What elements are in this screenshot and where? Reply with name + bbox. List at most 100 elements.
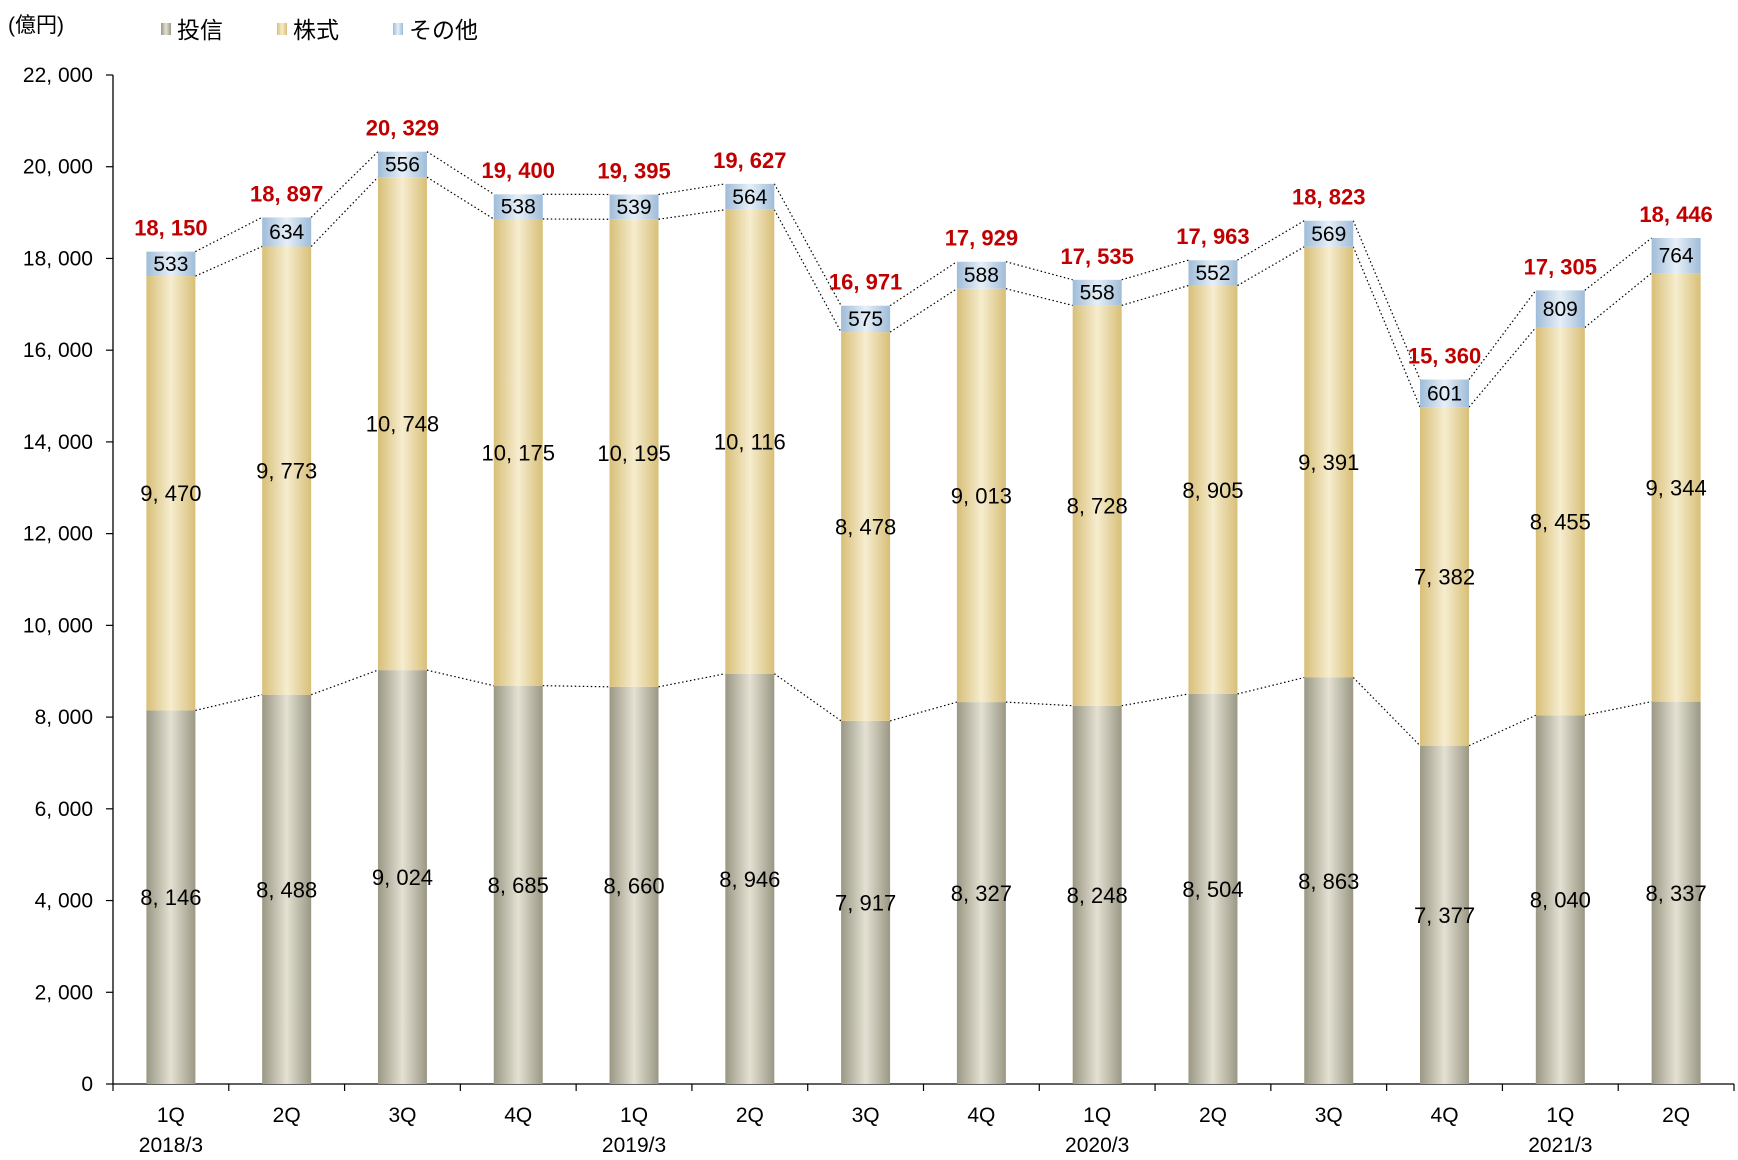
legend-swatch-sonota bbox=[393, 23, 403, 35]
segment-label-sonota: 634 bbox=[269, 221, 304, 244]
bar-segment-sonota bbox=[1072, 279, 1122, 306]
total-label: 18, 823 bbox=[1292, 185, 1365, 210]
segment-label-sonota: 539 bbox=[617, 196, 652, 219]
bar-segment-sonota bbox=[725, 183, 775, 210]
connector-line bbox=[1121, 693, 1189, 707]
x-tick-label: 1Q bbox=[1083, 1104, 1111, 1127]
segment-label-toushin: 8, 660 bbox=[603, 873, 664, 898]
segment-label-kabushiki: 8, 905 bbox=[1182, 478, 1243, 503]
connector-line bbox=[1468, 327, 1537, 408]
total-label: 19, 395 bbox=[597, 158, 670, 183]
segment-label-sonota: 552 bbox=[1195, 262, 1230, 285]
segment-label-toushin: 8, 248 bbox=[1067, 883, 1128, 908]
connector-line bbox=[1584, 272, 1652, 328]
connector-line bbox=[1237, 220, 1305, 261]
connector-line bbox=[1237, 676, 1305, 695]
bar-segment-toushin bbox=[725, 673, 775, 1084]
x-year-label: 2020/3 bbox=[1065, 1134, 1129, 1157]
connector-line bbox=[1237, 246, 1305, 287]
bar-segment-kabushiki bbox=[1304, 246, 1354, 678]
segment-label-toushin: 8, 337 bbox=[1646, 881, 1707, 906]
segment-label-toushin: 8, 946 bbox=[719, 867, 780, 892]
bar-segment-sonota bbox=[1535, 290, 1585, 328]
bar-segment-sonota bbox=[956, 261, 1006, 289]
bar-segment-kabushiki bbox=[262, 246, 312, 695]
y-tick-label: 8, 000 bbox=[35, 706, 93, 729]
bar-segment-sonota bbox=[841, 305, 891, 333]
connector-line bbox=[195, 694, 263, 711]
connector-line bbox=[542, 685, 610, 688]
bar-segment-kabushiki bbox=[1072, 305, 1122, 706]
bar-segment-toushin bbox=[493, 685, 543, 1084]
segment-label-toushin: 8, 040 bbox=[1530, 888, 1591, 913]
connector-line bbox=[310, 669, 379, 696]
connector-line bbox=[195, 245, 263, 277]
segment-label-kabushiki: 9, 344 bbox=[1646, 475, 1707, 500]
legend-label-toushin: 投信 bbox=[177, 17, 223, 43]
total-label: 17, 305 bbox=[1524, 254, 1597, 279]
connector-line bbox=[773, 673, 842, 722]
segment-label-kabushiki: 8, 728 bbox=[1067, 494, 1128, 519]
x-tick-label: 1Q bbox=[620, 1104, 648, 1127]
bar-segment-toushin bbox=[1420, 745, 1470, 1084]
total-label: 17, 963 bbox=[1176, 224, 1249, 249]
x-tick-label: 2Q bbox=[1199, 1104, 1227, 1127]
legend-swatch-toushin bbox=[161, 23, 171, 35]
segment-label-sonota: 601 bbox=[1427, 382, 1462, 405]
segment-label-kabushiki: 9, 013 bbox=[951, 483, 1012, 508]
connector-line bbox=[1468, 289, 1537, 380]
x-tick-label: 1Q bbox=[157, 1104, 185, 1127]
bar-segment-toushin bbox=[1304, 677, 1354, 1084]
connector-line bbox=[426, 151, 495, 195]
bar-segment-toushin bbox=[609, 686, 659, 1084]
bar-segment-sonota bbox=[146, 251, 196, 277]
x-year-label: 2018/3 bbox=[139, 1134, 203, 1157]
segment-label-sonota: 533 bbox=[153, 253, 188, 276]
x-tick-label: 2Q bbox=[1662, 1104, 1690, 1127]
total-label: 15, 360 bbox=[1408, 344, 1481, 369]
segment-label-sonota: 764 bbox=[1659, 245, 1694, 268]
y-tick-label: 14, 000 bbox=[23, 431, 93, 454]
bar-segment-toushin bbox=[841, 720, 891, 1084]
segment-label-kabushiki: 9, 391 bbox=[1298, 450, 1359, 475]
connector-line bbox=[1005, 288, 1073, 307]
connector-line bbox=[889, 288, 958, 333]
legend-label-kabushiki: 株式 bbox=[293, 17, 339, 43]
segment-label-kabushiki: 10, 748 bbox=[366, 412, 439, 437]
segment-label-sonota: 569 bbox=[1311, 223, 1346, 246]
total-label: 18, 446 bbox=[1639, 202, 1712, 227]
segment-label-kabushiki: 7, 382 bbox=[1414, 564, 1475, 589]
segment-label-sonota: 556 bbox=[385, 153, 420, 176]
bar-segment-kabushiki bbox=[956, 288, 1006, 703]
segment-label-toushin: 8, 685 bbox=[488, 873, 549, 898]
total-label: 19, 400 bbox=[482, 158, 555, 183]
segment-label-sonota: 575 bbox=[848, 308, 883, 331]
segment-label-sonota: 588 bbox=[964, 264, 999, 287]
bar-segment-toushin bbox=[1651, 701, 1701, 1084]
x-tick-label: 1Q bbox=[1546, 1104, 1574, 1127]
connector-line bbox=[1352, 220, 1421, 380]
x-tick-label: 4Q bbox=[967, 1104, 995, 1127]
connector-line bbox=[773, 209, 842, 333]
total-label: 18, 150 bbox=[134, 216, 207, 241]
connector-line bbox=[426, 669, 494, 687]
segment-label-sonota: 809 bbox=[1543, 298, 1578, 321]
bar-segment-toushin bbox=[1072, 705, 1122, 1084]
y-tick-label: 4, 000 bbox=[35, 890, 93, 913]
bar-segment-toushin bbox=[1188, 693, 1238, 1084]
legend-swatch-kabushiki bbox=[277, 23, 287, 35]
segment-label-sonota: 558 bbox=[1080, 282, 1115, 305]
total-label: 20, 329 bbox=[366, 116, 439, 141]
bar-segment-kabushiki bbox=[1420, 407, 1470, 746]
x-tick-label: 3Q bbox=[852, 1104, 880, 1127]
segment-label-toushin: 7, 917 bbox=[835, 890, 896, 915]
bar-segment-kabushiki bbox=[725, 209, 775, 674]
bar-segment-sonota bbox=[609, 194, 659, 220]
segment-label-kabushiki: 10, 116 bbox=[714, 430, 786, 455]
connector-line bbox=[1005, 701, 1073, 707]
y-tick-label: 10, 000 bbox=[23, 614, 93, 637]
y-tick-label: 12, 000 bbox=[23, 523, 93, 546]
bar-segment-kabushiki bbox=[1188, 285, 1238, 694]
bar-segment-kabushiki bbox=[841, 332, 891, 721]
